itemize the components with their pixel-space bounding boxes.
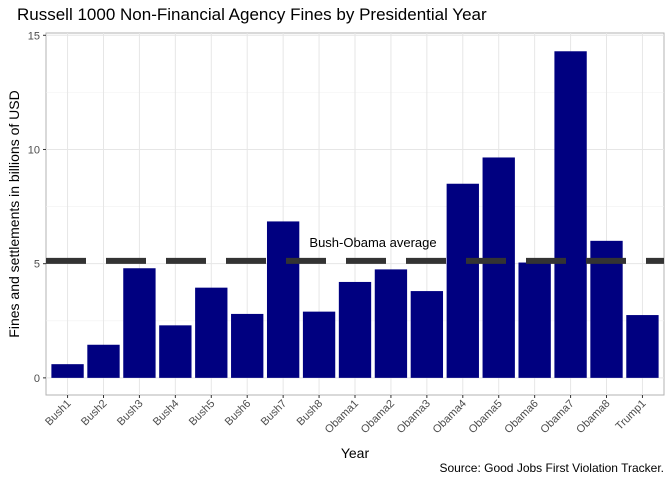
x-tick-label: Bush7 <box>259 398 290 429</box>
y-axis-title: Fines and settlements in billions of USD <box>6 90 22 337</box>
bar-bush8 <box>302 311 336 378</box>
x-tick-label: Bush2 <box>79 398 110 429</box>
bar-obama6 <box>518 262 551 378</box>
bar-obama4 <box>446 183 479 378</box>
x-tick-label: Bush1 <box>43 398 74 429</box>
bar-bush2 <box>87 344 120 378</box>
x-tick-label: Obama5 <box>467 398 505 436</box>
bar-obama3 <box>410 291 444 378</box>
bar-obama2 <box>374 269 408 378</box>
average-line-label: Bush-Obama average <box>309 235 436 250</box>
bar-obama1 <box>338 281 372 378</box>
bar-bush7 <box>266 221 300 378</box>
x-tick-label: Bush5 <box>187 398 218 429</box>
bar-bush5 <box>195 287 228 378</box>
bars <box>51 51 659 378</box>
bar-bush6 <box>231 313 264 378</box>
y-axis: 0 5 10 15 <box>28 30 46 385</box>
bar-trump1 <box>626 315 659 378</box>
bar-obama7 <box>554 51 587 378</box>
x-tick-label: Bush3 <box>115 398 146 429</box>
bar-bush3 <box>123 268 156 378</box>
chart-title: Russell 1000 Non-Financial Agency Fines … <box>17 5 487 24</box>
source-caption: Source: Good Jobs First Violation Tracke… <box>439 461 664 475</box>
x-tick-label: Bush8 <box>295 398 326 429</box>
y-tick-label: 5 <box>34 259 40 271</box>
bar-obama5 <box>482 157 515 378</box>
x-tick-label: Obama7 <box>538 398 576 436</box>
y-tick-label: 10 <box>28 144 40 156</box>
x-tick-label: Obama4 <box>431 398 469 436</box>
x-tick-label: Obama8 <box>574 398 612 436</box>
x-axis-title: Year <box>341 445 370 461</box>
x-tick-label: Bush4 <box>151 398 182 429</box>
x-tick-label: Obama6 <box>502 398 540 436</box>
x-tick-label: Bush6 <box>223 398 254 429</box>
x-tick-label: Obama2 <box>359 398 397 436</box>
x-axis: Bush1 Bush2 Bush3 Bush4 Bush5 Bush6 Bush7 Bush8… <box>43 395 649 436</box>
x-tick-label: Obama1 <box>323 398 361 436</box>
y-tick-label: 15 <box>28 30 40 42</box>
y-tick-label: 0 <box>34 373 40 385</box>
average-line-group: Bush-Obama average <box>46 235 664 264</box>
x-tick-label: Trump1 <box>614 398 649 433</box>
x-tick-label: Obama3 <box>395 398 433 436</box>
bar-bush1 <box>51 364 84 378</box>
bar-bush4 <box>159 325 192 378</box>
